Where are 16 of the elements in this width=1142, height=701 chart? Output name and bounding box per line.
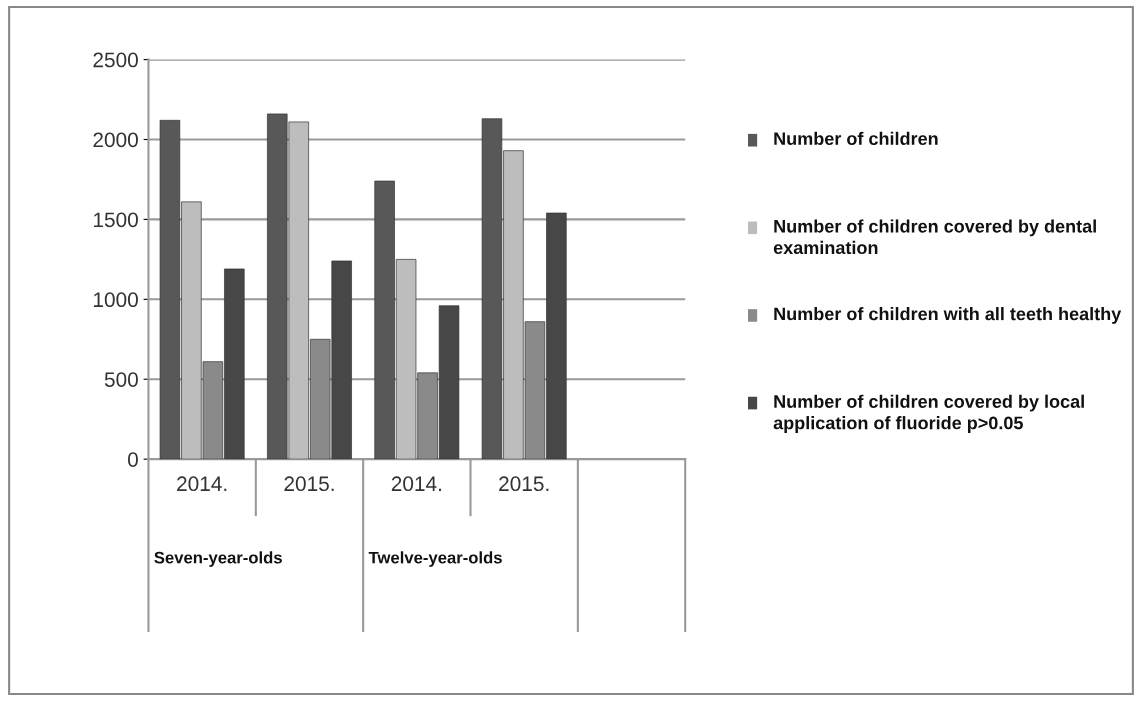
legend-label: Number of children with all teeth healthy	[774, 307, 1122, 324]
y-tick-label: 500	[104, 372, 138, 387]
y-tick-label: 1000	[93, 292, 138, 308]
y-tick-label: 0	[127, 452, 138, 467]
legend-label: Number of children covered by dental examination	[773, 219, 1096, 255]
y-tick-label: 1500	[93, 212, 138, 228]
y-tick-label: 2000	[93, 132, 138, 148]
legend-label: Number of children covered by local application of fluoride p>0.05	[773, 394, 1084, 433]
x-tick-label: 2014.	[177, 476, 227, 492]
text: Seven-year-olds	[154, 551, 282, 567]
x-tick-label: 2015.	[284, 476, 334, 492]
x-tick-label: 2014.	[391, 476, 441, 492]
legend-label: Number of children	[774, 131, 938, 146]
y-tick-label: 2500	[93, 52, 138, 68]
x-tick-label: 2015.	[499, 476, 549, 492]
text: Twelve-year-olds	[368, 551, 502, 567]
